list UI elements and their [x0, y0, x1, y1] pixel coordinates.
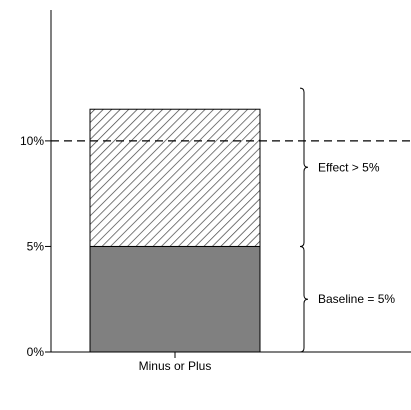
- axes-group: 0% 5% 10% Minus or Plus: [20, 10, 411, 373]
- y-tick-label: 0%: [27, 345, 45, 359]
- annotations-group: Effect > 5% Baseline = 5%: [299, 87, 395, 353]
- y-tick-label: 5%: [27, 239, 45, 253]
- y-tick-label: 10%: [20, 134, 44, 148]
- baseline-label: Baseline = 5%: [318, 292, 395, 306]
- baseline-brace: [299, 245, 309, 353]
- effect-label: Effect > 5%: [318, 160, 380, 174]
- baseline-bar-segment: [89, 245, 261, 353]
- bars-group: [89, 108, 261, 353]
- effect-brace: [299, 87, 309, 247]
- x-tick-label: Minus or Plus: [139, 359, 212, 373]
- effect-bar-segment: [89, 108, 261, 247]
